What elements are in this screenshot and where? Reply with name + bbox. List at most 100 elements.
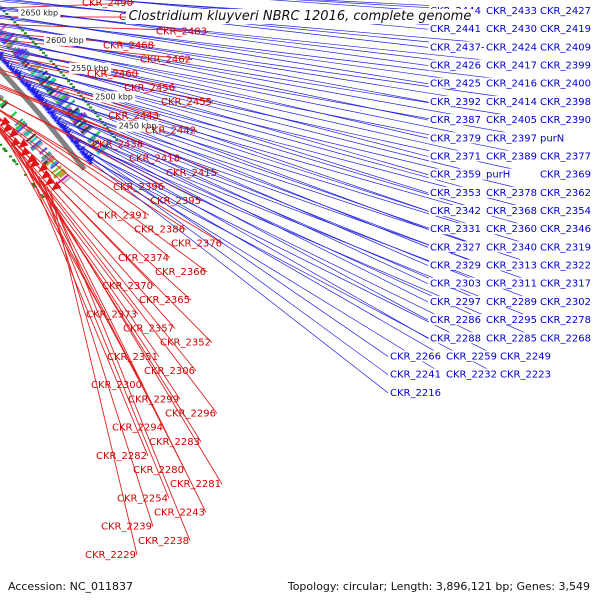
reverse-feature-mark [24,129,33,137]
leader-line-right [31,89,485,248]
leader-line-left [46,186,191,542]
gene-label-right-bg [485,77,541,89]
forward-cds [33,92,40,98]
genome-title-box: Clostridium kluyveri NBRC 12016, complet… [0,9,600,24]
leader-line-left [10,142,218,414]
gene-label-right: CKR_2416 [486,79,537,90]
gc-mark [13,160,17,163]
gene-label-right-bg [445,368,501,380]
gene-label-right: CKR_2371 [430,151,481,162]
gc-mark [81,97,85,100]
gc-mark [15,163,19,166]
gene-label-right-bg [485,241,541,253]
gene-label-right-bg [485,168,541,180]
forward-cds [58,121,66,128]
scale-tick-label: 2550 kbp [71,64,109,73]
gene-label-right: CKR_2399 [540,61,591,72]
gc-mark [32,184,36,187]
gene-label-right-bg [539,41,595,53]
leader-line-left [0,130,160,358]
gene-label-left: CKR_2283 [149,437,200,448]
gene-label-right: CKR_2437-proA [430,42,508,53]
gene-label-right-bg [429,41,485,53]
forward-cds [82,152,89,158]
gene-label-right: CKR_2430 [486,24,537,35]
feature-mark [73,117,82,126]
forward-cds [52,114,59,120]
leader-line-right [50,110,539,285]
gene-label-left: CKR_2460 [87,69,138,80]
forward-cds [10,67,16,72]
reverse-feature-mark [43,157,56,168]
leader-line-right [60,123,429,321]
leader-line-left [23,156,149,457]
gene-label-right-bg [539,77,595,89]
leader-line-left [0,2,135,9]
leader-line-left [0,23,209,32]
leader-line-right [83,151,389,375]
gene-label-left: CKR_2243 [154,508,205,519]
leader-line-right [90,161,389,394]
leader-line-right [0,22,429,103]
gene-label-left: CKR_2443 [108,111,159,122]
forward-cds [72,139,79,145]
leader-line-left [0,132,139,315]
leader-line-left [0,72,198,131]
gene-label-left: CKR_2280 [133,465,184,476]
gene-label-right-bg [539,114,595,126]
genome-summary-text: Topology: circular; Length: 3,896,121 bp… [287,580,590,593]
leader-line-right [294,0,485,12]
gene-label-right-bg [445,350,501,362]
gene-label-right: CKR_2331 [430,224,481,235]
gc-mark [4,150,8,153]
gene-label-right: CKR_2249 [500,351,551,362]
gene-label-right: CKR_2419 [540,24,591,35]
gene-label-left: CKR_2229 [85,550,136,561]
gene-label-right-bg [485,259,541,271]
gene-label-right-bg [389,350,445,362]
gc-mark [13,21,17,24]
leader-line-right [28,86,429,248]
leader-line-left [0,87,219,174]
forward-cds [14,70,22,78]
forward-cds [24,81,33,89]
reverse-feature-mark [49,161,60,170]
forward-cds [11,67,19,74]
leader-line-left [19,151,202,443]
gene-label-left: CKR_2395 [150,196,201,207]
gene-label-right-bg [539,259,595,271]
gene-label-left: CKR_2282 [96,451,147,462]
gc-mark [2,10,6,13]
gene-label-right: CKR_2289 [486,297,537,308]
forward-cds [25,83,32,89]
gene-label-right-bg [485,205,541,216]
leader-line-right [0,24,485,103]
leader-line-right [12,68,429,212]
gene-label-left: CKR_2352 [160,338,211,349]
feature-mark [7,44,14,51]
gc-mark [26,35,30,38]
gene-label-right-bg [539,95,595,107]
gene-label-right-bg [539,314,595,326]
gene-label-left: CKR_2373 [86,309,137,320]
gene-label-left: CKR_2442 [145,125,196,136]
forward-cds [30,88,37,95]
gene-label-right: CKR_2405 [486,115,537,126]
gene-label-right-bg [429,150,485,162]
forward-cds [69,136,75,141]
gene-label-right-bg [539,168,595,180]
gene-label-right-bg [485,132,541,144]
gene-label-right: CKR_2259 [446,351,497,362]
gene-label-right: CKR_2369 [540,170,591,181]
gene-label-left: CKR_2238 [138,536,189,547]
gc-mark [54,65,58,68]
gc-mark [72,86,76,89]
reverse-feature-mark [41,151,51,160]
gene-label-left: CKR_2300 [91,380,142,391]
leader-line-left [50,191,138,556]
gc-mark [31,183,35,186]
gene-label-right: CKR_2278 [540,315,591,326]
